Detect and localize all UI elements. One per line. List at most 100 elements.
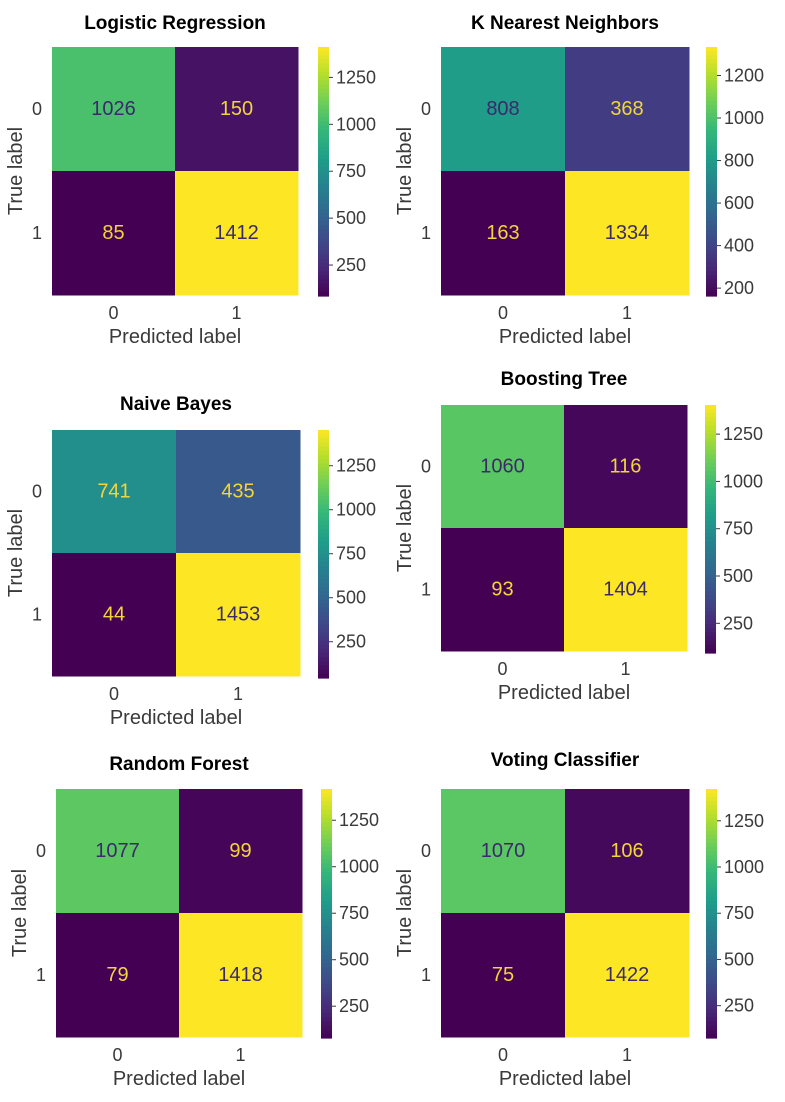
colorbar-segment — [318, 475, 329, 481]
cell-value-label: 1060 — [480, 456, 525, 478]
colorbar-segment — [321, 847, 332, 852]
colorbar-segment — [706, 242, 717, 247]
cell-value-label: 93 — [491, 579, 513, 601]
colorbar-segment — [705, 454, 716, 460]
colorbar-segment — [706, 1033, 717, 1039]
colorbar-segment — [318, 566, 329, 572]
colorbar-segment — [706, 984, 717, 989]
colorbar-segment — [321, 801, 332, 807]
cell-value-label: 1070 — [481, 840, 526, 862]
colorbar-segment — [318, 258, 329, 264]
colorbar-segment — [321, 880, 332, 886]
colorbar-segment — [321, 805, 332, 811]
colorbar-segment — [318, 175, 329, 181]
colorbar-segment — [321, 946, 332, 952]
colorbar-segment — [705, 611, 716, 617]
colorbar-segment — [318, 213, 329, 218]
colorbar-segment — [705, 475, 716, 480]
colorbar-segment — [318, 632, 329, 638]
colorbar-segment — [706, 250, 717, 256]
colorbar-segment — [318, 204, 329, 210]
colorbar-segment — [318, 192, 329, 197]
colorbar-tick-label: 500 — [339, 950, 369, 970]
cell-value-label: 44 — [103, 604, 125, 626]
colorbar-segment — [706, 975, 717, 981]
colorbar-segment — [706, 76, 717, 81]
x-tick-label: 0 — [108, 303, 118, 323]
colorbar-segment — [318, 196, 329, 202]
colorbar-segment — [318, 582, 329, 588]
x-tick-label: 0 — [498, 1045, 508, 1065]
colorbar-segment — [706, 59, 717, 65]
cell-value-label: 808 — [486, 98, 519, 120]
heatmap-cell — [175, 47, 299, 172]
colorbar-segment — [705, 446, 716, 452]
colorbar-segment — [706, 96, 717, 102]
cell-value-label: 741 — [97, 481, 130, 503]
chart-title: Naive Bayes — [120, 394, 232, 415]
colorbar-tick-label: 750 — [339, 903, 369, 923]
x-tick-label: 1 — [233, 684, 243, 704]
colorbar-segment — [706, 805, 717, 811]
heatmap-cell — [441, 789, 566, 914]
colorbar-segment — [705, 615, 716, 621]
colorbar-segment — [321, 1033, 332, 1039]
colorbar-segment — [318, 446, 329, 452]
colorbar-segment — [706, 142, 717, 148]
colorbar-segment — [706, 200, 717, 206]
chart-title: Logistic Regression — [84, 13, 266, 34]
colorbar-segment — [705, 438, 716, 443]
colorbar-segment — [318, 529, 329, 534]
colorbar-segment — [705, 541, 716, 547]
colorbar-segment — [706, 1029, 717, 1035]
colorbar-segment — [318, 279, 329, 285]
colorbar-tick-label: 1250 — [339, 810, 379, 830]
colorbar-segment — [705, 462, 716, 468]
cell-value-label: 1418 — [218, 964, 263, 986]
colorbar-segment — [318, 434, 329, 439]
colorbar-tick-label: 800 — [724, 151, 754, 171]
colorbar-segment — [706, 246, 717, 251]
heatmap-cell — [441, 528, 565, 652]
colorbar-tick-label: 500 — [723, 566, 753, 586]
colorbar-segment — [706, 100, 717, 106]
colorbar-segment — [705, 487, 716, 493]
colorbar-segment — [705, 628, 716, 633]
colorbar-segment — [706, 863, 717, 869]
colorbar-tick-label: 1200 — [724, 65, 764, 85]
cell-value-label: 150 — [220, 98, 253, 120]
colorbar-segment — [321, 959, 332, 964]
y-tick-label: 0 — [421, 457, 431, 477]
colorbar-segment — [706, 988, 717, 993]
colorbar-segment — [706, 217, 717, 222]
cell-value-label: 1404 — [603, 579, 648, 601]
colorbar-segment — [318, 76, 329, 81]
colorbar-segment — [321, 971, 332, 977]
colorbar-segment — [706, 258, 717, 264]
colorbar-segment — [705, 524, 716, 530]
colorbar-segment — [318, 570, 329, 576]
colorbar-segment — [318, 607, 329, 613]
colorbar-segment — [706, 946, 717, 952]
colorbar-segment — [321, 838, 332, 844]
colorbar-segment — [706, 121, 717, 127]
colorbar-segment — [321, 1025, 332, 1031]
colorbar-segment — [706, 171, 717, 177]
y-axis-label: True label — [394, 869, 416, 957]
colorbar-segment — [705, 591, 716, 596]
heatmap-cell — [441, 171, 566, 296]
heatmap-cell — [565, 47, 690, 172]
heatmap-cell — [52, 171, 176, 296]
colorbar-segment — [706, 901, 717, 906]
colorbar-segment — [321, 917, 332, 923]
colorbar-segment — [321, 938, 332, 944]
colorbar-segment — [321, 992, 332, 998]
y-tick-label: 1 — [32, 605, 42, 625]
cell-value-label: 1422 — [605, 964, 650, 986]
colorbar-segment — [318, 221, 329, 227]
colorbar-segment — [318, 463, 329, 468]
colorbar-segment — [318, 287, 329, 293]
colorbar-segment — [706, 925, 717, 931]
colorbar-segment — [706, 262, 717, 268]
colorbar-segment — [705, 586, 716, 592]
